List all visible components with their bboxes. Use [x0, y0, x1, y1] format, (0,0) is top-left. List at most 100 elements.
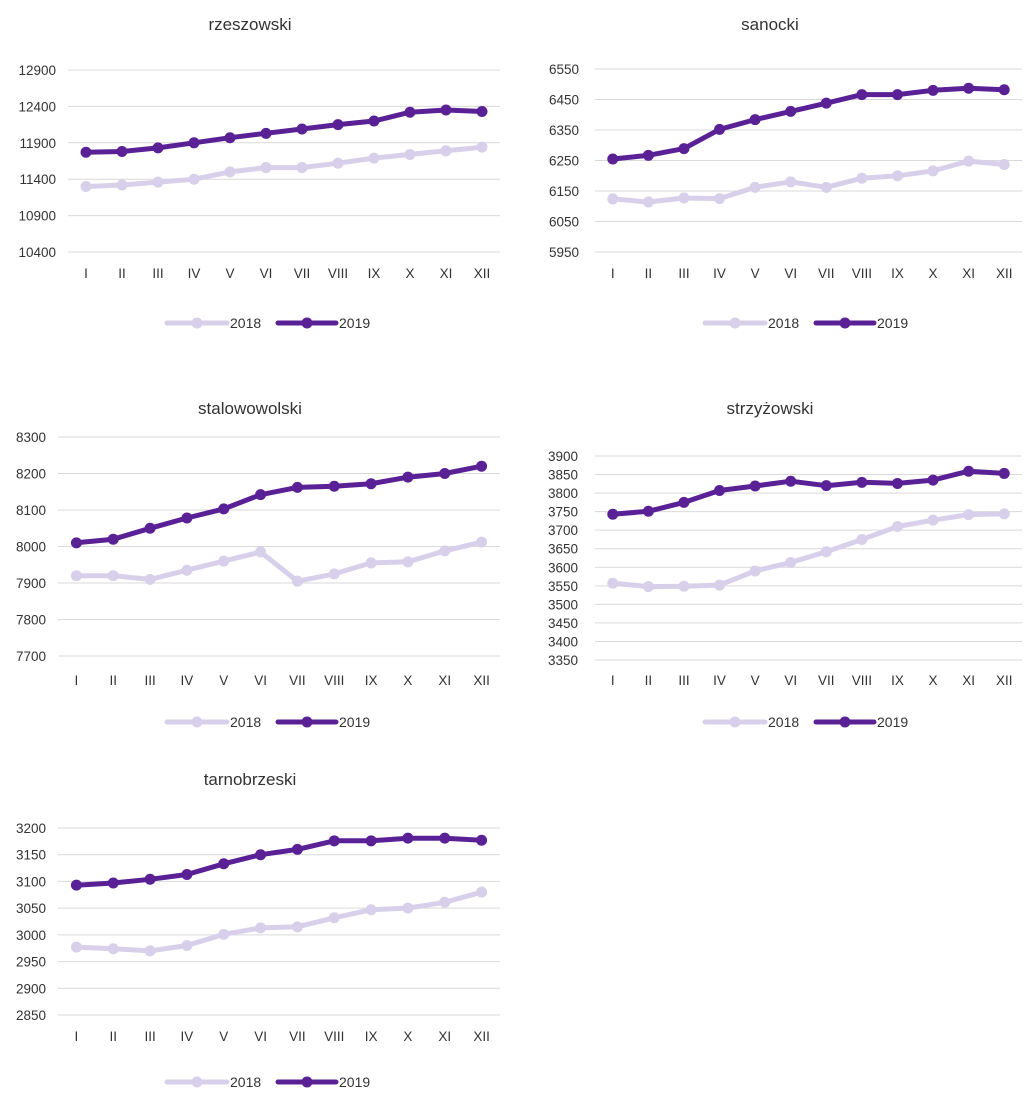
series-line-2018	[73, 539, 485, 584]
data-point-2019	[291, 481, 303, 493]
legend-label-2018: 2018	[230, 714, 261, 730]
chart-title: stalowowolski	[198, 399, 302, 418]
data-point-2018	[188, 173, 200, 185]
legend-label-2019: 2019	[339, 1074, 370, 1090]
data-point-2019	[328, 835, 340, 847]
data-point-2019	[678, 143, 690, 155]
x-tick-label: IX	[891, 673, 904, 688]
data-point-2018	[856, 172, 868, 184]
x-tick-label: VII	[294, 266, 311, 281]
x-tick-label: V	[219, 673, 228, 688]
data-point-2018	[607, 193, 619, 205]
data-point-2019	[107, 533, 119, 545]
data-point-2018	[476, 141, 488, 153]
y-tick-label: 3750	[548, 505, 578, 520]
data-point-2018	[181, 564, 193, 576]
data-point-2019	[404, 106, 416, 118]
x-tick-label: III	[144, 673, 155, 688]
x-tick-label: X	[929, 673, 938, 688]
data-point-2019	[642, 505, 654, 517]
data-point-2018	[714, 193, 726, 205]
chart-tarnobrzeski: tarnobrzeski 2850 2900 2950 3000 3050 3100 3150…	[0, 755, 510, 1093]
data-point-2019	[255, 849, 267, 861]
data-point-2019	[365, 835, 377, 847]
data-point-2018	[749, 565, 761, 577]
data-point-2019	[439, 832, 451, 844]
data-point-2019	[856, 89, 868, 101]
data-point-2019	[291, 843, 303, 855]
data-point-2018	[856, 533, 868, 545]
y-tick-label: 3550	[548, 579, 578, 594]
x-tick-label: XII	[474, 266, 491, 281]
x-tick-label: II	[109, 673, 117, 688]
legend-marker-2018	[191, 716, 203, 728]
chart-title: rzeszowski	[208, 15, 291, 34]
legend-marker-2018	[729, 716, 741, 728]
x-tick-label: I	[75, 673, 79, 688]
y-tick-label: 8100	[16, 503, 46, 518]
legend-label-2018: 2018	[768, 714, 799, 730]
y-tick-label: 6250	[549, 154, 579, 169]
y-tick-label: 12400	[18, 99, 56, 114]
y-tick-label: 10400	[18, 245, 56, 260]
x-tick-label: VI	[784, 266, 797, 281]
data-point-2019	[332, 119, 344, 131]
data-point-2018	[218, 555, 230, 567]
chart-svg-stalowowolski: stalowowolski 7700 7800 7900 8000 8100 8200 830…	[16, 399, 500, 730]
y-tick-label: 7800	[16, 613, 46, 628]
y-tick-label: 6550	[549, 62, 579, 77]
x-tick-label: VIII	[328, 266, 348, 281]
series-line-2018	[83, 144, 485, 189]
y-tick-label: 2900	[16, 981, 46, 996]
data-point-2018	[402, 902, 414, 914]
legend-marker-2018	[729, 317, 741, 329]
x-tick-label: V	[219, 1029, 228, 1044]
legend-marker-2018	[191, 317, 203, 329]
x-tick-label: VIII	[324, 673, 344, 688]
y-tick-label: 2850	[16, 1008, 46, 1023]
chart-title: sanocki	[741, 15, 799, 34]
data-point-2018	[144, 573, 156, 585]
legend-label-2018: 2018	[230, 1074, 261, 1090]
data-point-2018	[402, 556, 414, 568]
x-tick-label: X	[929, 266, 938, 281]
data-point-2018	[607, 577, 619, 589]
x-tick-label: XI	[438, 673, 451, 688]
data-point-2018	[891, 170, 903, 182]
y-tick-label: 3400	[548, 634, 578, 649]
data-point-2018	[476, 536, 488, 548]
y-tick-label: 3150	[16, 848, 46, 863]
data-point-2018	[116, 179, 128, 191]
data-point-2019	[998, 84, 1010, 96]
data-point-2019	[328, 480, 340, 492]
legend-marker-2019	[301, 716, 313, 728]
y-tick-label: 3850	[548, 468, 578, 483]
legend: 2018 2019	[702, 315, 908, 331]
data-point-2018	[107, 570, 119, 582]
data-point-2018	[365, 557, 377, 569]
data-point-2018	[785, 556, 797, 568]
y-tick-label: 6450	[549, 93, 579, 108]
x-tick-label: IV	[181, 673, 194, 688]
data-point-2019	[607, 153, 619, 165]
data-point-2019	[749, 114, 761, 126]
legend-label-2018: 2018	[230, 315, 261, 331]
data-point-2019	[749, 480, 761, 492]
x-tick-label: VI	[260, 266, 273, 281]
x-tick-label: II	[645, 673, 653, 688]
y-tick-label: 7700	[16, 649, 46, 664]
legend-marker-2019	[839, 317, 851, 329]
data-point-2018	[365, 904, 377, 916]
data-point-2019	[714, 484, 726, 496]
x-tick-label: X	[403, 673, 412, 688]
legend-label-2019: 2019	[339, 714, 370, 730]
x-tick-label: VII	[289, 673, 306, 688]
data-point-2018	[291, 575, 303, 587]
x-tick-label: XI	[440, 266, 453, 281]
data-point-2019	[891, 89, 903, 101]
data-point-2018	[785, 176, 797, 188]
legend: 2018 2019	[164, 714, 370, 730]
data-point-2018	[891, 520, 903, 532]
data-point-2019	[116, 146, 128, 158]
y-tick-label: 12900	[18, 63, 56, 78]
